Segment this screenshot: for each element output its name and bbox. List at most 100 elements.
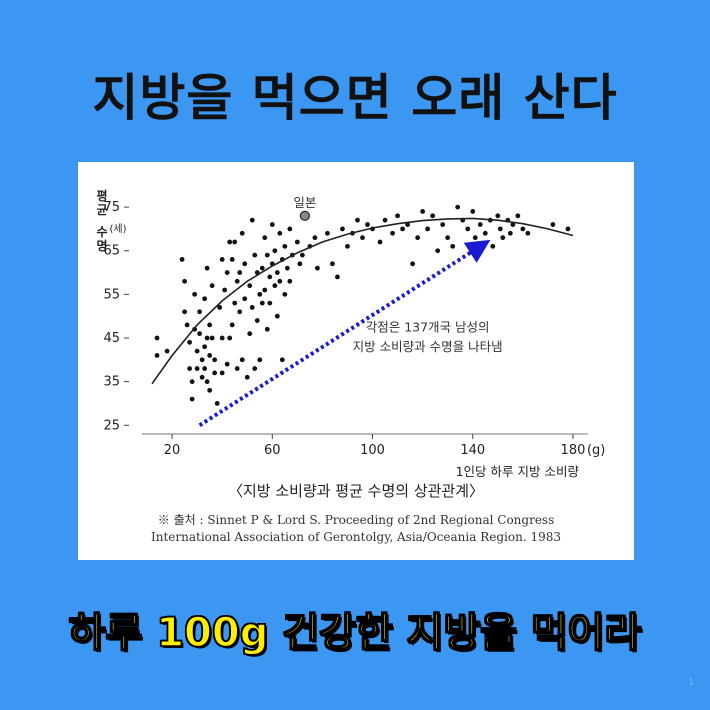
y-axis-label-char: 수 <box>96 225 107 239</box>
data-point <box>262 235 268 241</box>
data-point <box>219 335 225 341</box>
headline: 지방을 먹으면 오래 산다 <box>92 69 618 127</box>
data-point <box>360 235 365 241</box>
data-point <box>249 305 255 310</box>
y-tick-label: 55 <box>103 287 120 302</box>
data-point <box>259 300 265 306</box>
data-point <box>440 222 446 227</box>
data-point <box>184 322 190 328</box>
data-point <box>202 296 208 302</box>
x-tick-label: 20 <box>164 443 181 458</box>
arrow-group <box>198 239 491 427</box>
data-point <box>435 248 441 254</box>
data-point <box>470 209 476 214</box>
data-point <box>254 318 260 323</box>
data-point <box>222 287 228 293</box>
data-point <box>207 387 213 393</box>
data-point <box>284 265 290 271</box>
data-point <box>262 287 268 293</box>
data-point <box>179 257 185 262</box>
y-axis-unit: (세) <box>109 223 126 235</box>
data-point <box>257 291 263 297</box>
data-point <box>525 230 531 236</box>
data-point <box>390 230 395 236</box>
data-point <box>450 243 456 249</box>
data-point <box>425 226 431 232</box>
data-point <box>282 243 288 249</box>
data-point <box>197 331 203 337</box>
y-axis-label-char: 명 <box>96 239 107 253</box>
data-point <box>217 305 223 310</box>
data-point <box>164 348 170 354</box>
data-point <box>267 274 273 280</box>
data-point <box>207 322 213 328</box>
data-point <box>415 235 421 241</box>
data-point <box>252 252 258 258</box>
data-point <box>247 283 253 289</box>
ticks-group: 25 35 45 55 65 75 20 60 100 140 180 (g) <box>103 200 605 458</box>
y-tick-label: 65 <box>103 244 120 259</box>
points-group <box>154 204 571 406</box>
data-point <box>282 291 288 297</box>
data-point <box>550 222 556 227</box>
y-tick-label: 25 <box>103 418 120 433</box>
highlight-label: 일본 <box>293 195 316 210</box>
data-point <box>325 230 330 236</box>
data-point <box>510 222 516 227</box>
data-point <box>455 204 461 210</box>
trend-arrow <box>198 239 491 427</box>
data-point <box>277 230 283 236</box>
data-point <box>237 309 243 315</box>
data-point <box>395 213 400 219</box>
data-point <box>515 213 521 219</box>
data-point <box>294 239 300 245</box>
chart-subtitle: 〈지방 소비량과 평균 수명의 상관관계〉 <box>227 482 485 500</box>
data-point <box>229 257 235 262</box>
x-tick-label: 100 <box>360 443 385 458</box>
data-point <box>500 235 506 241</box>
data-point <box>154 353 160 358</box>
data-point <box>182 309 187 315</box>
data-point <box>202 366 208 371</box>
data-point <box>182 278 187 284</box>
data-point <box>227 239 233 245</box>
data-point <box>212 370 218 376</box>
data-point <box>274 313 280 319</box>
data-point <box>312 235 318 241</box>
data-point <box>214 401 220 406</box>
data-point <box>252 366 258 371</box>
annotation-line-1: 각점은 137개국 남성의 <box>366 319 490 334</box>
data-point <box>297 261 303 267</box>
y-tick-label: 35 <box>103 375 120 390</box>
data-point <box>482 230 488 236</box>
annotation-line-2: 지방 소비량과 수명을 나타냄 <box>353 339 503 354</box>
data-point <box>189 379 195 385</box>
data-point <box>247 331 253 337</box>
data-point <box>232 239 238 245</box>
data-point <box>277 278 283 284</box>
data-point <box>242 296 248 302</box>
data-point <box>400 226 405 232</box>
data-point <box>207 353 213 358</box>
data-point <box>187 366 193 371</box>
data-point <box>229 322 235 328</box>
data-point <box>202 344 208 350</box>
data-point <box>204 265 210 271</box>
data-point <box>335 274 340 280</box>
data-point <box>287 226 293 232</box>
data-point <box>204 379 210 385</box>
y-axis-label-char: 균 <box>96 203 107 217</box>
data-point <box>272 248 278 254</box>
data-point <box>445 235 451 241</box>
y-axis-label-char: 평 <box>96 189 107 203</box>
data-point <box>219 370 225 376</box>
x-tick-label: 180 <box>561 443 586 458</box>
data-point <box>377 239 383 245</box>
data-point <box>495 213 501 219</box>
data-point <box>287 278 293 284</box>
data-point <box>465 226 471 232</box>
data-point <box>199 357 205 363</box>
data-point <box>234 366 240 371</box>
